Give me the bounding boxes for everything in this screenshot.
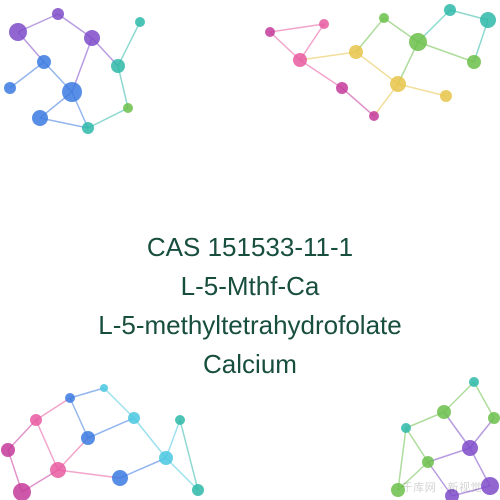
salt-form: Calcium [0,345,500,384]
watermark-text: 千库网 · 新视觉 [402,479,482,495]
cas-number: CAS 151533-11-1 [0,228,500,267]
short-name: L-5-Mthf-Ca [0,267,500,306]
full-name: L-5-methyltetrahydrofolate [0,306,500,345]
chemical-text-block: CAS 151533-11-1 L-5-Mthf-Ca L-5-methylte… [0,228,500,384]
card-container: CAS 151533-11-1 L-5-Mthf-Ca L-5-methylte… [0,0,500,500]
